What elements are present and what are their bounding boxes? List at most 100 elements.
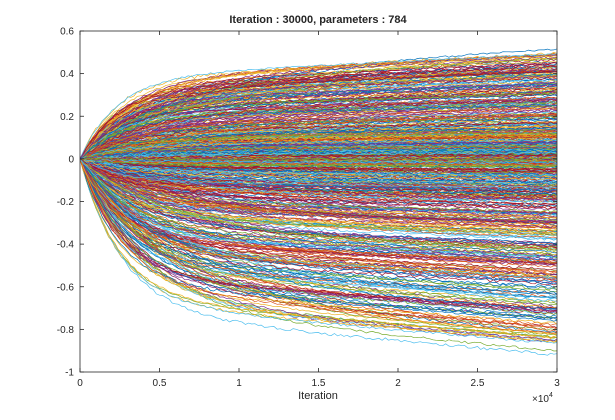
series-line bbox=[80, 158, 557, 258]
y-tick-label: 0.4 bbox=[60, 69, 74, 80]
series-line bbox=[80, 127, 557, 160]
series-line bbox=[80, 158, 557, 215]
series-line bbox=[80, 140, 557, 160]
series-line bbox=[80, 76, 557, 160]
y-axis: -1 -0.8 -0.6 -0.4 -0.2 0 0.2 0.4 0.6 bbox=[57, 27, 557, 379]
series-line bbox=[80, 158, 557, 224]
series-line bbox=[80, 158, 557, 168]
series-line bbox=[80, 158, 557, 275]
series-line bbox=[80, 158, 557, 166]
series-line bbox=[80, 158, 557, 219]
series-line bbox=[80, 121, 557, 160]
x-tick-label: 0.5 bbox=[153, 378, 167, 389]
series-line bbox=[80, 158, 557, 184]
series-line bbox=[80, 154, 557, 160]
series-line bbox=[80, 158, 557, 177]
series-line bbox=[80, 158, 557, 329]
series-line bbox=[80, 158, 557, 302]
series-line bbox=[80, 113, 557, 160]
series-line bbox=[80, 158, 557, 342]
series-line bbox=[80, 158, 557, 188]
series-line bbox=[80, 105, 557, 160]
series-line bbox=[80, 158, 557, 271]
series-line bbox=[80, 158, 557, 217]
series-line bbox=[80, 158, 557, 311]
series-line bbox=[80, 96, 557, 160]
series-line bbox=[80, 67, 557, 160]
series-line bbox=[80, 156, 557, 161]
series-line bbox=[80, 158, 557, 184]
series-line bbox=[80, 158, 557, 303]
x-axis-exponent: ×104 bbox=[532, 392, 553, 405]
series-line bbox=[80, 158, 557, 356]
series-line bbox=[80, 121, 557, 160]
series-line bbox=[80, 158, 557, 189]
series-line bbox=[80, 146, 557, 160]
series-line bbox=[80, 158, 557, 319]
series-line bbox=[80, 158, 557, 209]
series-line bbox=[80, 158, 557, 199]
series-line bbox=[80, 157, 557, 164]
series-line bbox=[80, 158, 557, 254]
series-line bbox=[80, 53, 557, 160]
series-line bbox=[80, 158, 557, 309]
x-tick-label: 1.5 bbox=[312, 378, 326, 389]
series-line bbox=[80, 158, 557, 265]
series-line bbox=[80, 151, 557, 160]
series-line bbox=[80, 158, 557, 313]
series-line bbox=[80, 156, 557, 162]
series-line bbox=[80, 65, 557, 160]
x-tick-label: 1 bbox=[236, 378, 242, 389]
series-line bbox=[80, 158, 557, 258]
series-line bbox=[80, 158, 557, 173]
series-line bbox=[80, 158, 557, 190]
series-line bbox=[80, 144, 557, 160]
series-line bbox=[80, 69, 557, 160]
series-line bbox=[80, 88, 557, 160]
series-line bbox=[80, 141, 557, 160]
series-line bbox=[80, 138, 557, 160]
series-line bbox=[80, 158, 557, 284]
series-line bbox=[80, 158, 557, 234]
y-tick-label: -0.2 bbox=[57, 197, 75, 208]
series-line bbox=[80, 158, 557, 258]
x-exponent-base: ×10 bbox=[532, 394, 549, 405]
series-line bbox=[80, 158, 557, 231]
series-line bbox=[80, 158, 557, 285]
series-line bbox=[80, 114, 557, 160]
series-line bbox=[80, 100, 557, 160]
series-line bbox=[80, 158, 557, 276]
y-tick-label: 0.6 bbox=[60, 27, 74, 38]
series-line bbox=[80, 158, 557, 315]
series-line bbox=[80, 158, 557, 268]
x-axis: 0 0.5 1 1.5 2 2.5 3 bbox=[77, 31, 560, 389]
series-line bbox=[80, 158, 557, 344]
y-tick-label: -0.6 bbox=[57, 282, 75, 293]
series-line bbox=[80, 158, 557, 196]
series-line bbox=[80, 92, 557, 160]
series-line bbox=[80, 158, 557, 193]
series-line bbox=[80, 158, 557, 252]
series-line bbox=[80, 104, 557, 160]
series-line bbox=[80, 83, 557, 160]
series-line bbox=[80, 139, 557, 160]
series-layer bbox=[80, 48, 557, 356]
series-line bbox=[80, 82, 557, 160]
series-line bbox=[80, 158, 557, 218]
x-tick-label: 2.5 bbox=[471, 378, 485, 389]
series-line bbox=[80, 107, 557, 160]
series-line bbox=[80, 158, 557, 265]
series-line bbox=[80, 122, 557, 160]
series-line bbox=[80, 55, 557, 160]
series-line bbox=[80, 158, 557, 192]
series-line bbox=[80, 158, 557, 277]
series-line bbox=[80, 158, 557, 343]
series-line bbox=[80, 158, 557, 181]
x-tick-label: 2 bbox=[395, 378, 401, 389]
chart-title: Iteration : 30000, parameters : 784 bbox=[229, 14, 407, 26]
x-tick-label: 0 bbox=[77, 378, 83, 389]
series-line bbox=[80, 108, 557, 160]
x-axis-label: Iteration bbox=[298, 390, 338, 402]
series-line bbox=[80, 158, 557, 279]
series-line bbox=[80, 158, 557, 251]
